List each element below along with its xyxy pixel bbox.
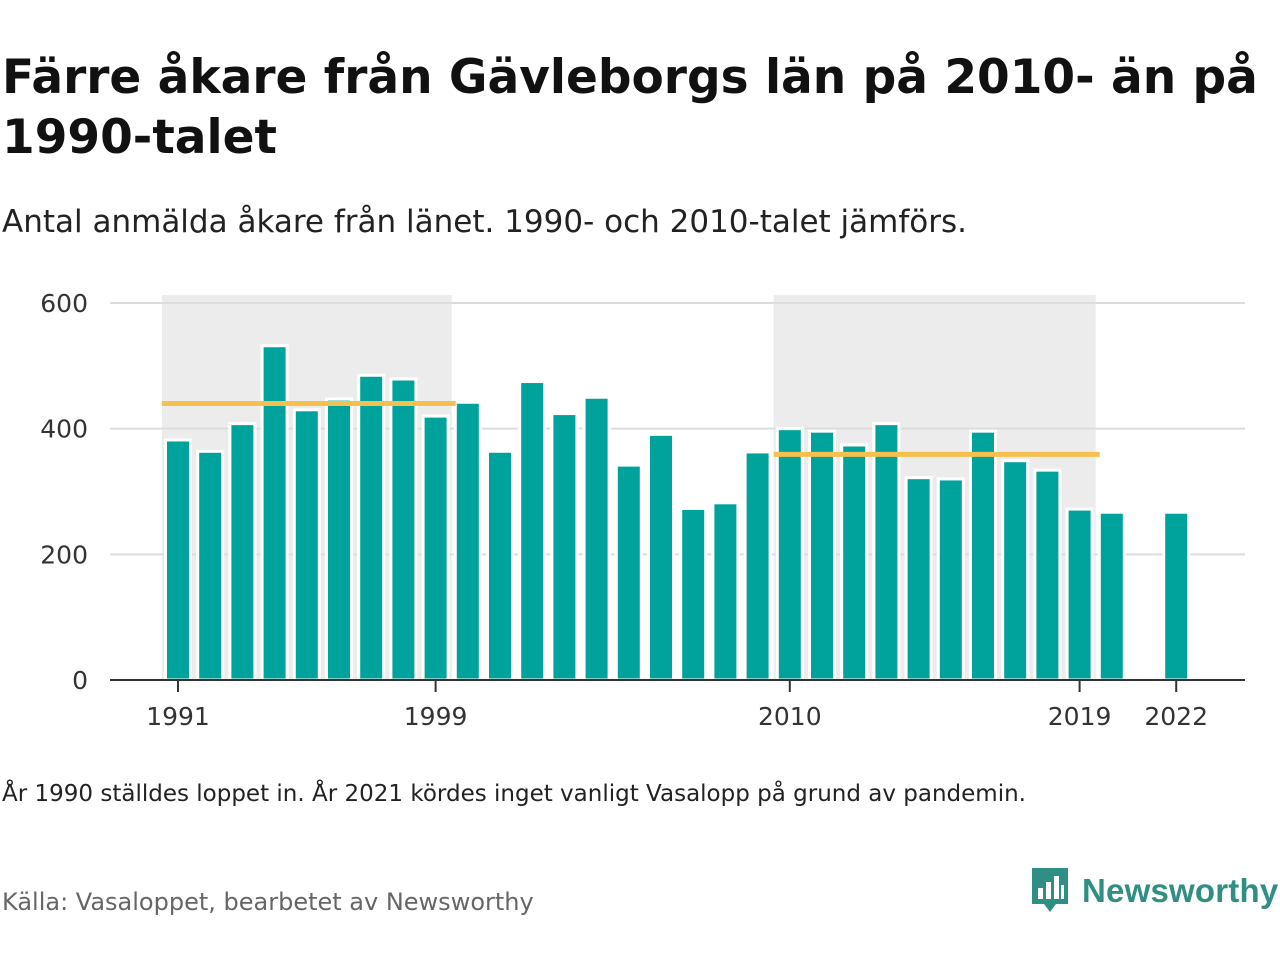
bar <box>325 397 353 682</box>
x-tick-label: 1999 <box>404 702 468 731</box>
bar <box>389 377 418 682</box>
y-tick-label: 200 <box>40 540 88 569</box>
bar <box>904 476 933 682</box>
bar <box>228 422 257 682</box>
bar <box>743 450 772 682</box>
bar <box>260 344 289 682</box>
bar <box>647 432 675 682</box>
footnote: År 1990 ställdes loppet in. År 2021 körd… <box>2 781 1026 807</box>
bar <box>1065 507 1094 682</box>
chart-subtitle: Antal anmälda åkare från länet. 1990- oc… <box>2 204 967 240</box>
bar <box>292 408 321 682</box>
brand-name: Newsworthy <box>1082 872 1279 909</box>
bar <box>808 429 836 682</box>
bar <box>969 429 997 682</box>
bar <box>1033 468 1062 682</box>
bar <box>1097 510 1126 682</box>
brand-logo: Newsworthy <box>1030 866 1278 916</box>
bar <box>582 395 611 682</box>
y-tick-label: 600 <box>40 289 88 318</box>
bar <box>872 422 901 682</box>
y-tick-label: 400 <box>40 415 88 444</box>
bar-chart: 0 200 400 600 1991 1999 2010 2019 2022 <box>40 289 1245 731</box>
bar <box>936 477 965 682</box>
bar <box>164 438 192 682</box>
chart-title: Färre åkare från Gävleborgs län på 2010-… <box>2 50 1258 165</box>
newsworthy-logo-icon <box>1032 868 1068 912</box>
bar <box>196 449 225 682</box>
x-tick-label: 2019 <box>1048 702 1112 731</box>
bar <box>518 380 547 682</box>
bar <box>1001 459 1030 682</box>
source-note: Källa: Vasaloppet, bearbetet av Newswort… <box>2 888 534 916</box>
x-tick-label: 2010 <box>758 702 822 731</box>
bar <box>679 506 708 682</box>
x-tick-label: 1991 <box>146 702 210 731</box>
x-tick-label: 2022 <box>1144 702 1208 731</box>
bar <box>711 501 740 682</box>
bar <box>775 427 804 682</box>
bar <box>421 414 450 682</box>
bar <box>840 443 869 682</box>
y-tick-label: 0 <box>72 666 88 695</box>
bar <box>1162 510 1191 682</box>
bar <box>550 412 579 682</box>
bar <box>614 463 643 682</box>
bar <box>486 449 514 682</box>
bar <box>357 373 386 682</box>
bar <box>453 400 482 682</box>
